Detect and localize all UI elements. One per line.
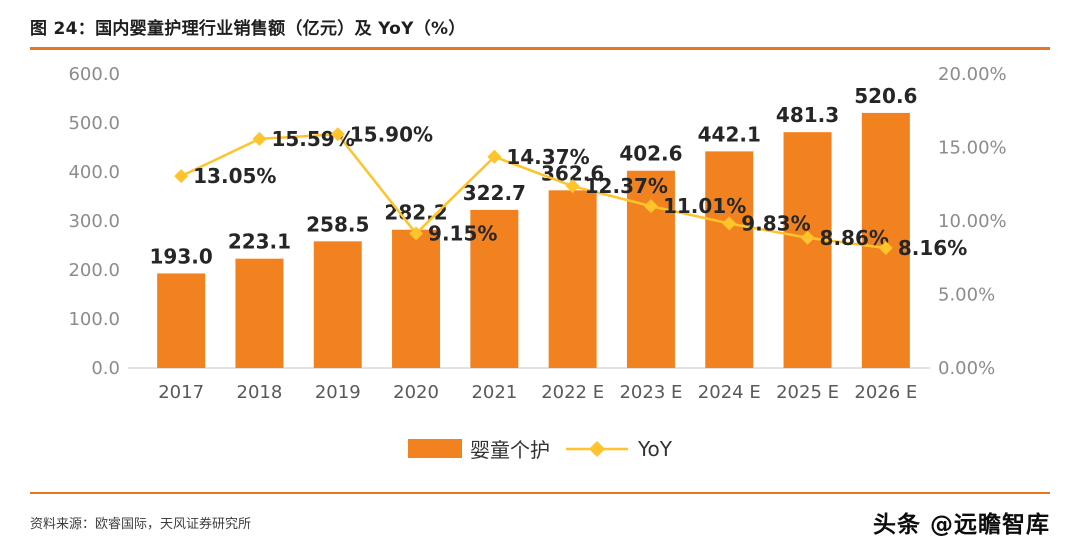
right-axis-tick: 0.00%: [938, 358, 995, 379]
bar-value-label: 442.1: [698, 122, 761, 146]
bar-value-label: 402.6: [619, 142, 682, 166]
left-axis-tick: 300.0: [68, 211, 120, 232]
yoy-value-label: 9.15%: [428, 221, 497, 245]
legend-bar-swatch: [407, 439, 462, 458]
x-axis-label: 2021: [471, 382, 517, 403]
left-axis-tick: 600.0: [68, 64, 120, 85]
bar: [235, 258, 284, 368]
bar-value-label: 193.0: [150, 244, 213, 268]
yoy-value-label: 14.37%: [506, 145, 589, 169]
bar: [548, 190, 597, 368]
x-axis-label: 2018: [237, 382, 283, 403]
x-axis-label: 2022 E: [541, 382, 604, 403]
yoy-value-label: 11.01%: [663, 194, 746, 218]
left-axis-tick: 400.0: [68, 162, 120, 183]
right-axis-tick: 10.00%: [938, 211, 1007, 232]
left-axis-tick: 100.0: [68, 309, 120, 330]
yoy-marker: [800, 230, 815, 245]
x-axis-label: 2019: [315, 382, 361, 403]
bar-value-label: 520.6: [854, 84, 917, 108]
legend-bar-label: 婴童个护: [469, 438, 550, 462]
title-divider: [30, 47, 1050, 50]
bar-value-label: 258.5: [306, 212, 369, 236]
bar: [313, 241, 362, 368]
x-axis-label: 2023 E: [619, 382, 682, 403]
x-axis-label: 2020: [393, 382, 439, 403]
yoy-marker: [252, 131, 267, 146]
bar: [157, 273, 206, 368]
bar-value-label: 322.7: [463, 181, 526, 205]
right-axis-tick: 20.00%: [938, 64, 1007, 85]
source-note: 资料来源：欧睿国际，天风证券研究所: [30, 516, 252, 532]
yoy-value-label: 13.05%: [193, 164, 276, 188]
footer-divider: [30, 492, 1050, 494]
right-axis-tick: 5.00%: [938, 285, 995, 306]
legend-item-line: YoY: [564, 437, 672, 461]
watermark: 头条 @远瞻智库: [872, 512, 1050, 538]
combo-chart: 600.0 500.0 400.0 300.0 200.0 100.0 0.0 20.00% 1…: [68, 64, 1007, 403]
yoy-marker: [487, 149, 502, 164]
yoy-value-label: 8.16%: [898, 236, 967, 260]
left-axis-tick: 200.0: [68, 260, 120, 281]
yoy-value-label: 15.59%: [271, 127, 354, 151]
yoy-line: [180, 132, 887, 250]
yoy-value-label: 15.90%: [350, 122, 433, 146]
x-axis-label: 2026 E: [854, 382, 917, 403]
bar: [392, 229, 441, 368]
chart-area: 600.0 500.0 400.0 300.0 200.0 100.0 0.0 20.00% 1…: [30, 56, 1050, 428]
right-axis-tick: 15.00%: [938, 138, 1007, 159]
x-axis-label: 2017: [158, 382, 204, 403]
bar: [470, 209, 519, 368]
bar-value-label: 223.1: [228, 230, 291, 254]
bar: [861, 112, 910, 368]
yoy-marker: [878, 241, 893, 256]
chart-title: 图 24：国内婴童护理行业销售额（亿元）及 YoY（%）: [30, 19, 466, 39]
bar-value-label: 481.3: [776, 103, 839, 127]
yoy-value-label: 9.83%: [741, 211, 810, 235]
legend-line-swatch: [565, 440, 628, 457]
left-axis-tick: 0.0: [91, 358, 120, 379]
yoy-marker: [722, 216, 737, 231]
bar: [783, 132, 832, 368]
yoy-marker: [643, 199, 658, 214]
bar: [705, 151, 754, 368]
x-axis-label: 2024 E: [698, 382, 761, 403]
yoy-value-label: 12.37%: [585, 174, 668, 198]
left-axis-tick: 500.0: [68, 113, 120, 134]
yoy-marker: [409, 226, 424, 241]
legend-item-bar: 婴童个护: [407, 434, 550, 463]
chart-legend: 婴童个护 YoY: [30, 434, 1050, 463]
yoy-marker: [174, 169, 189, 184]
footer: 资料来源：欧睿国际，天风证券研究所 头条 @远瞻智库: [0, 492, 1080, 539]
yoy-marker: [565, 179, 580, 194]
legend-line-label: YoY: [637, 436, 672, 461]
x-axis-label: 2025 E: [776, 382, 839, 403]
yoy-value-label: 8.86%: [820, 226, 889, 250]
